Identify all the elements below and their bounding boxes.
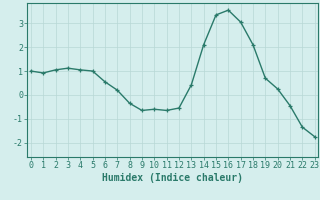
X-axis label: Humidex (Indice chaleur): Humidex (Indice chaleur) [102, 173, 243, 183]
